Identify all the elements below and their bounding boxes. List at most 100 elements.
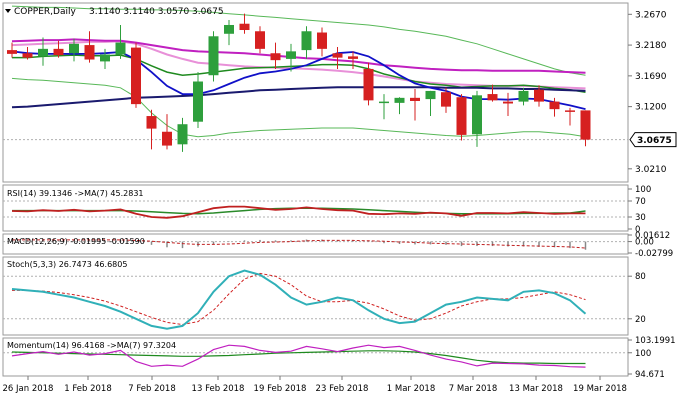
candle-body bbox=[410, 97, 420, 101]
collapse-arrow-icon[interactable] bbox=[5, 9, 11, 13]
candle bbox=[410, 89, 420, 121]
candle-body bbox=[53, 48, 64, 56]
axis-tick-label: 80 bbox=[635, 272, 646, 282]
candle bbox=[332, 46, 343, 69]
candle bbox=[317, 27, 327, 57]
price-tick-label: 3.1200 bbox=[635, 103, 667, 113]
stoch-label: Stoch(5,3,3) 26.7473 46.6805 bbox=[7, 260, 127, 269]
candle-body bbox=[162, 131, 172, 146]
candle bbox=[348, 51, 358, 69]
date-tick-label: 19 Feb 2018 bbox=[254, 384, 307, 394]
candle bbox=[549, 97, 560, 117]
candle-body bbox=[379, 101, 389, 104]
axis-tick-label: 94.671 bbox=[635, 370, 665, 380]
price-tick-label: 3.2180 bbox=[635, 41, 667, 51]
candle-body bbox=[146, 116, 157, 129]
axis-tick-label: 0.01612 bbox=[635, 231, 670, 241]
candle bbox=[193, 72, 203, 128]
candle bbox=[239, 13, 250, 34]
price-tick-label: 3.1690 bbox=[635, 72, 667, 82]
rsi-axis: 100 70 30 0 bbox=[628, 185, 651, 235]
candle bbox=[425, 90, 436, 117]
overlay-ma-navy bbox=[11, 86, 586, 109]
candle-body bbox=[115, 42, 126, 55]
candle-body bbox=[84, 45, 95, 60]
overlay-ma-magenta bbox=[11, 38, 586, 74]
stoch-main-line bbox=[11, 269, 587, 330]
axis-tick-label: 30 bbox=[635, 213, 646, 223]
candle-body bbox=[565, 110, 575, 112]
axis-tick-label: 0 bbox=[635, 225, 640, 235]
date-tick-label: 1 Feb 2018 bbox=[64, 384, 112, 394]
candle-body bbox=[208, 36, 219, 76]
candle bbox=[534, 85, 544, 107]
candle-body bbox=[224, 24, 234, 34]
price-tick-label: 3.0210 bbox=[635, 165, 667, 175]
candle-body bbox=[7, 50, 17, 54]
candle bbox=[286, 43, 296, 72]
current-price-box bbox=[629, 132, 677, 148]
stoch-signal-line bbox=[12, 272, 586, 326]
candle bbox=[208, 31, 219, 82]
axis-tick-label: 0.00 bbox=[635, 238, 654, 248]
macd-panel-frame bbox=[2, 233, 629, 255]
date-tick-label: 1 Mar 2018 bbox=[387, 384, 435, 394]
candle-body bbox=[456, 97, 467, 135]
candle bbox=[394, 97, 405, 115]
stoch-panel-frame bbox=[2, 256, 629, 336]
price-overlays bbox=[11, 5, 586, 138]
candle-body bbox=[580, 110, 591, 140]
candle-body bbox=[131, 47, 141, 105]
candle bbox=[146, 109, 157, 150]
candle-body bbox=[534, 89, 544, 102]
candle bbox=[379, 94, 389, 120]
candle-body bbox=[425, 90, 436, 100]
axis-tick-label: 100 bbox=[635, 185, 651, 195]
candle bbox=[580, 110, 591, 147]
candle-body bbox=[332, 53, 343, 58]
date-tick-label: 23 Feb 2018 bbox=[316, 384, 369, 394]
candle bbox=[456, 94, 467, 141]
overlay-boll-lower bbox=[11, 77, 586, 138]
candle bbox=[131, 42, 141, 108]
candle-body bbox=[441, 92, 451, 107]
stoch-lines bbox=[11, 269, 587, 330]
candle-body bbox=[22, 53, 33, 58]
candle bbox=[53, 40, 64, 58]
candle bbox=[565, 107, 575, 126]
candle-body bbox=[348, 56, 358, 59]
axis-tick-label: 70 bbox=[635, 197, 646, 207]
candle-body bbox=[487, 94, 498, 101]
candle-body bbox=[100, 54, 110, 62]
axis-tick-label: -0.02799 bbox=[635, 249, 673, 259]
date-tick-label: 26 Jan 2018 bbox=[3, 384, 54, 394]
price-axis: 3.2670 3.2180 3.1690 3.1200 3.0210 bbox=[628, 10, 667, 175]
candle-body bbox=[317, 32, 327, 49]
date-tick-label: 13 Mar 2018 bbox=[509, 384, 563, 394]
candle bbox=[503, 92, 513, 117]
candle bbox=[518, 87, 529, 106]
momentum-axis: 103.1991 100 94.671 bbox=[628, 336, 676, 380]
price-tick-label: 3.2670 bbox=[635, 10, 667, 20]
candle-body bbox=[270, 53, 281, 61]
date-axis: 26 Jan 2018 1 Feb 2018 7 Feb 2018 13 Feb 20… bbox=[3, 376, 627, 394]
date-tick-label: 13 Feb 2018 bbox=[192, 384, 245, 394]
rsi-line bbox=[11, 205, 586, 219]
candle bbox=[441, 87, 451, 113]
candle bbox=[162, 114, 172, 150]
candle-body bbox=[394, 97, 405, 103]
candle bbox=[177, 117, 188, 152]
momentum-panel-frame bbox=[2, 337, 629, 377]
candle-body bbox=[472, 95, 482, 135]
candle-body bbox=[549, 101, 560, 110]
current-price-marker: 3.0675 bbox=[629, 132, 677, 148]
current-price-label: 3.0675 bbox=[637, 136, 672, 146]
momentum-lines bbox=[11, 344, 586, 368]
momentum-line bbox=[11, 344, 586, 368]
candle bbox=[487, 84, 498, 102]
date-tick-label: 19 Mar 2018 bbox=[573, 384, 627, 394]
candle bbox=[22, 46, 33, 60]
macd-signal-line bbox=[12, 239, 586, 249]
